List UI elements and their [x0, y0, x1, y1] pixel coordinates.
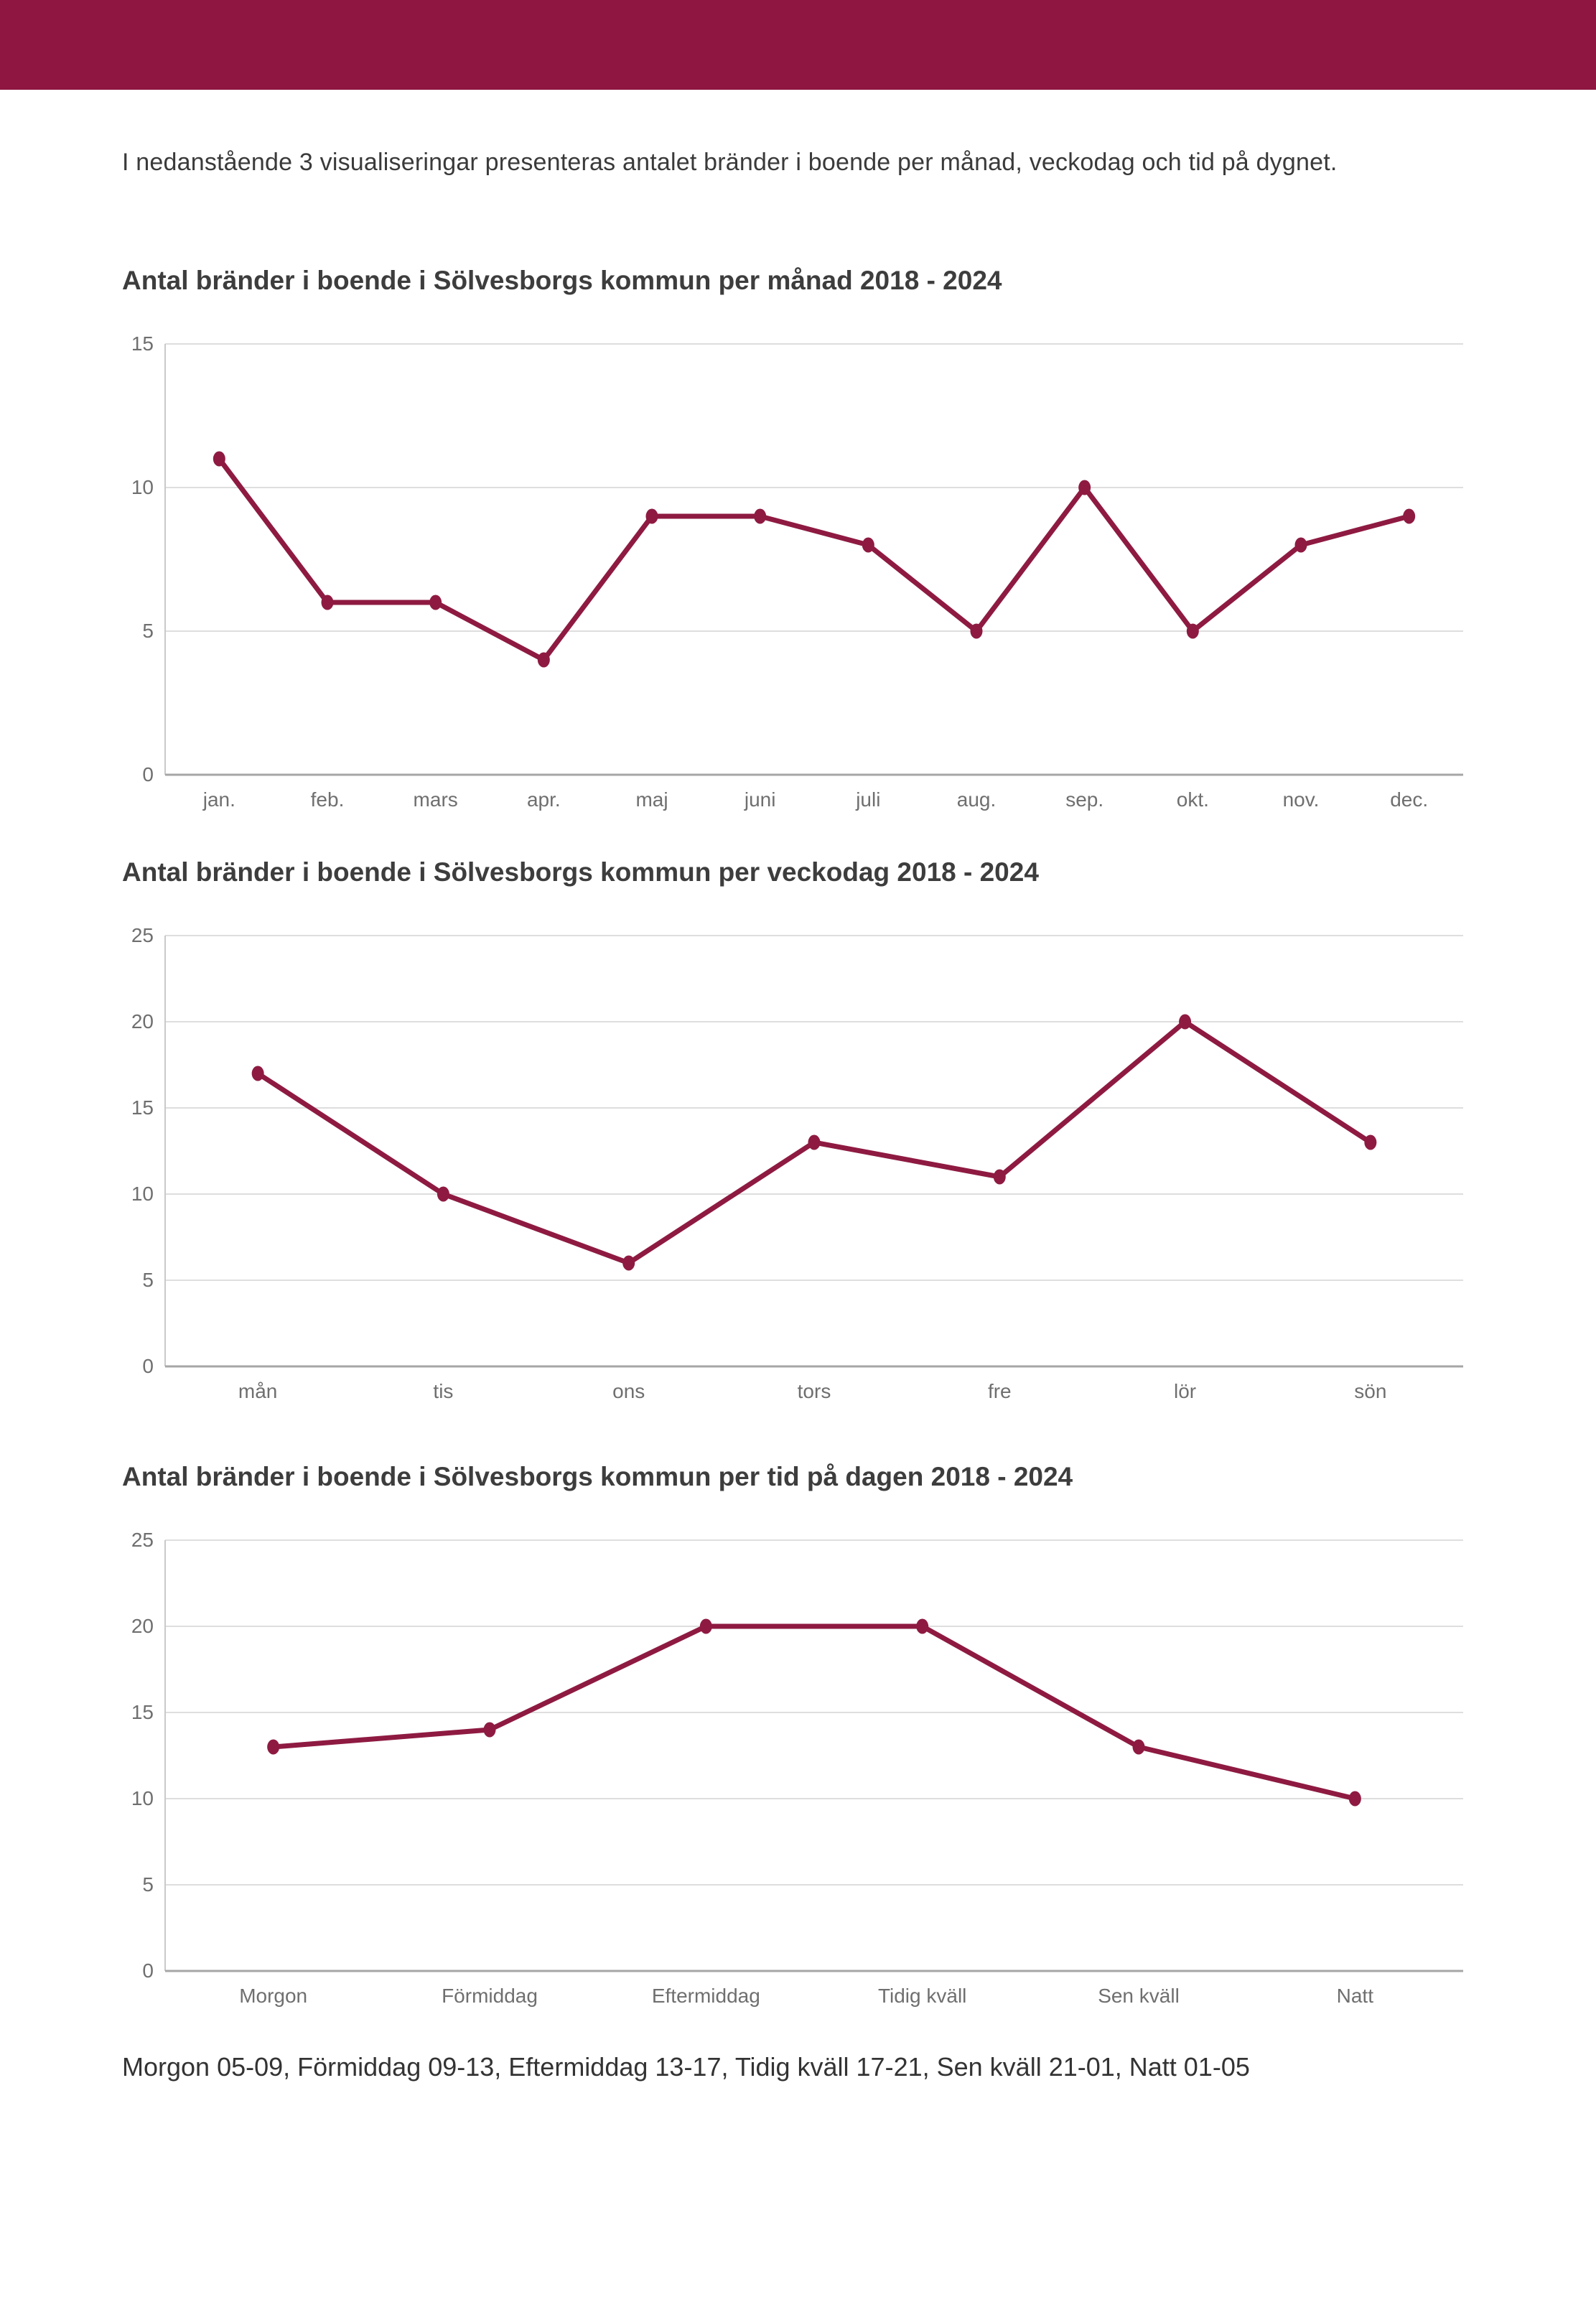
- data-point: [970, 623, 983, 639]
- x-tick-label: nov.: [1283, 788, 1320, 811]
- x-tick-label: feb.: [311, 788, 345, 811]
- y-tick-label: 15: [131, 332, 154, 355]
- data-point: [645, 508, 658, 524]
- data-point: [267, 1739, 280, 1755]
- weekday-chart: 0 5 10 15 20 25 mån tis ons tors fre lör sön: [131, 924, 1463, 1402]
- y-tick-label: 10: [131, 1787, 154, 1809]
- x-tick-label: sep.: [1065, 788, 1103, 811]
- weekday-chart-title: Antal bränder i boende i Sölvesborgs kom…: [122, 857, 1039, 887]
- x-tick-label: Sen kväll: [1098, 1985, 1180, 2007]
- x-tick-label: mån: [238, 1380, 277, 1402]
- x-tick-label: Tidig kväll: [878, 1985, 966, 2007]
- data-line: [216, 456, 1412, 663]
- data-point: [321, 595, 334, 610]
- time-span-legend: Morgon 05-09, Förmiddag 09-13, Eftermidd…: [122, 2052, 1250, 2082]
- x-tick-label: okt.: [1177, 788, 1209, 811]
- x-tick-label: dec.: [1390, 788, 1428, 811]
- y-tick-label: 0: [142, 1959, 154, 1982]
- x-tick-label: fre: [988, 1380, 1012, 1402]
- data-line: [271, 1623, 1358, 1802]
- data-point: [537, 652, 550, 668]
- data-point: [622, 1255, 635, 1271]
- intro-text: I nedanstående 3 visualiseringar present…: [122, 149, 1338, 176]
- x-tick-label: juni: [744, 788, 776, 811]
- y-tick-label: 20: [131, 1615, 154, 1637]
- y-tick-label: 15: [131, 1096, 154, 1119]
- data-point: [808, 1134, 821, 1150]
- x-tick-label: Förmiddag: [442, 1985, 538, 2007]
- page-content: I nedanstående 3 visualiseringar present…: [0, 90, 1596, 2083]
- data-point: [862, 537, 874, 553]
- y-tick-label: 5: [142, 1873, 154, 1896]
- data-point: [1348, 1791, 1361, 1807]
- y-tick-label: 5: [142, 1269, 154, 1291]
- data-point: [1179, 1014, 1192, 1030]
- y-tick-label: 5: [142, 620, 154, 642]
- y-tick-label: 20: [131, 1010, 154, 1033]
- y-tick-label: 25: [131, 924, 154, 946]
- data-point: [213, 451, 225, 467]
- x-tick-label: juli: [855, 788, 880, 811]
- y-tick-label: 10: [131, 476, 154, 498]
- x-tick-label: lör: [1174, 1380, 1196, 1402]
- data-point: [993, 1169, 1006, 1185]
- x-tick-label: Natt: [1337, 1985, 1374, 2007]
- time-of-day-chart: 0 5 10 15 20 25 Morgon Förmiddag Eftermiddag Tidi…: [131, 1529, 1463, 2007]
- y-tick-label: 10: [131, 1183, 154, 1205]
- y-tick-label: 15: [131, 1701, 154, 1723]
- x-tick-label: tors: [798, 1380, 831, 1402]
- x-tick-label: mars: [414, 788, 458, 811]
- data-point: [437, 1186, 449, 1202]
- x-tick-label: apr.: [527, 788, 561, 811]
- x-tick-label: maj: [635, 788, 668, 811]
- data-point: [251, 1066, 264, 1081]
- x-tick-label: Eftermiddag: [652, 1985, 760, 2007]
- time-of-day-chart-title: Antal bränder i boende i Sölvesborgs kom…: [122, 1462, 1073, 1491]
- data-point: [1078, 480, 1091, 495]
- data-point: [1186, 623, 1199, 639]
- header-bar: [0, 0, 1596, 90]
- x-tick-label: tis: [433, 1380, 453, 1402]
- x-tick-label: sön: [1354, 1380, 1386, 1402]
- x-tick-label: jan.: [202, 788, 235, 811]
- x-tick-label: ons: [612, 1380, 645, 1402]
- monthly-chart: 0 5 10 15 jan. feb. mars apr. maj juni juli aug. sep…: [131, 332, 1463, 811]
- data-point: [1294, 537, 1307, 553]
- data-point: [1132, 1739, 1145, 1755]
- data-point: [1364, 1134, 1377, 1150]
- data-point: [754, 508, 767, 524]
- data-point: [1403, 508, 1416, 524]
- data-point: [916, 1618, 929, 1634]
- y-tick-label: 0: [142, 1355, 154, 1377]
- data-point: [429, 595, 442, 610]
- x-tick-label: Morgon: [239, 1985, 307, 2007]
- data-point: [699, 1618, 712, 1634]
- monthly-chart-title: Antal bränder i boende i Sölvesborgs kom…: [122, 266, 1002, 295]
- y-tick-label: 25: [131, 1529, 154, 1551]
- data-point: [483, 1722, 496, 1738]
- x-tick-label: aug.: [957, 788, 997, 811]
- y-tick-label: 0: [142, 763, 154, 786]
